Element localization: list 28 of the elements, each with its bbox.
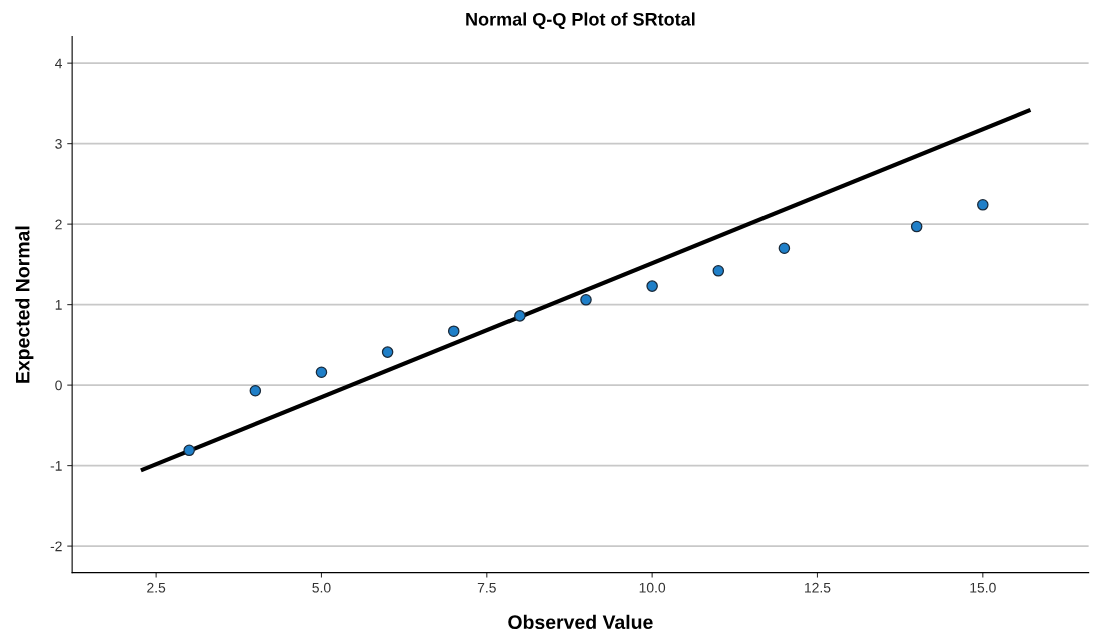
y-tick-label: 0 (55, 380, 62, 391)
point (712, 265, 725, 277)
y-tick-label: 2 (55, 219, 62, 230)
point (580, 294, 592, 306)
y-tick-label: -1 (50, 461, 62, 471)
point (183, 444, 195, 457)
point (315, 366, 328, 379)
x-tick-label: 7.5 (477, 582, 496, 593)
y-tick-label: 4 (55, 58, 63, 69)
point (514, 310, 526, 322)
point (910, 220, 923, 233)
point (381, 346, 394, 358)
y-axis-title: Expected Normal (15, 226, 34, 383)
x-tick-label: 10.0 (639, 582, 666, 593)
chart-title: Normal Q-Q Plot of SRtotal (466, 12, 695, 30)
y-tick-label: 1 (55, 300, 62, 310)
point (977, 199, 989, 211)
x-tick-label: 12.5 (805, 582, 831, 593)
point (646, 280, 658, 292)
point (249, 384, 262, 397)
y-tick-label: -2 (50, 541, 62, 552)
x-tick-label: 5.0 (312, 582, 331, 593)
y-tick-label: 3 (55, 138, 62, 149)
x-axis-title: Observed Value (508, 614, 653, 630)
point (778, 242, 791, 255)
x-tick-label: 15.0 (970, 582, 996, 593)
point (447, 325, 460, 337)
x-tick-label: 2.5 (147, 582, 166, 593)
